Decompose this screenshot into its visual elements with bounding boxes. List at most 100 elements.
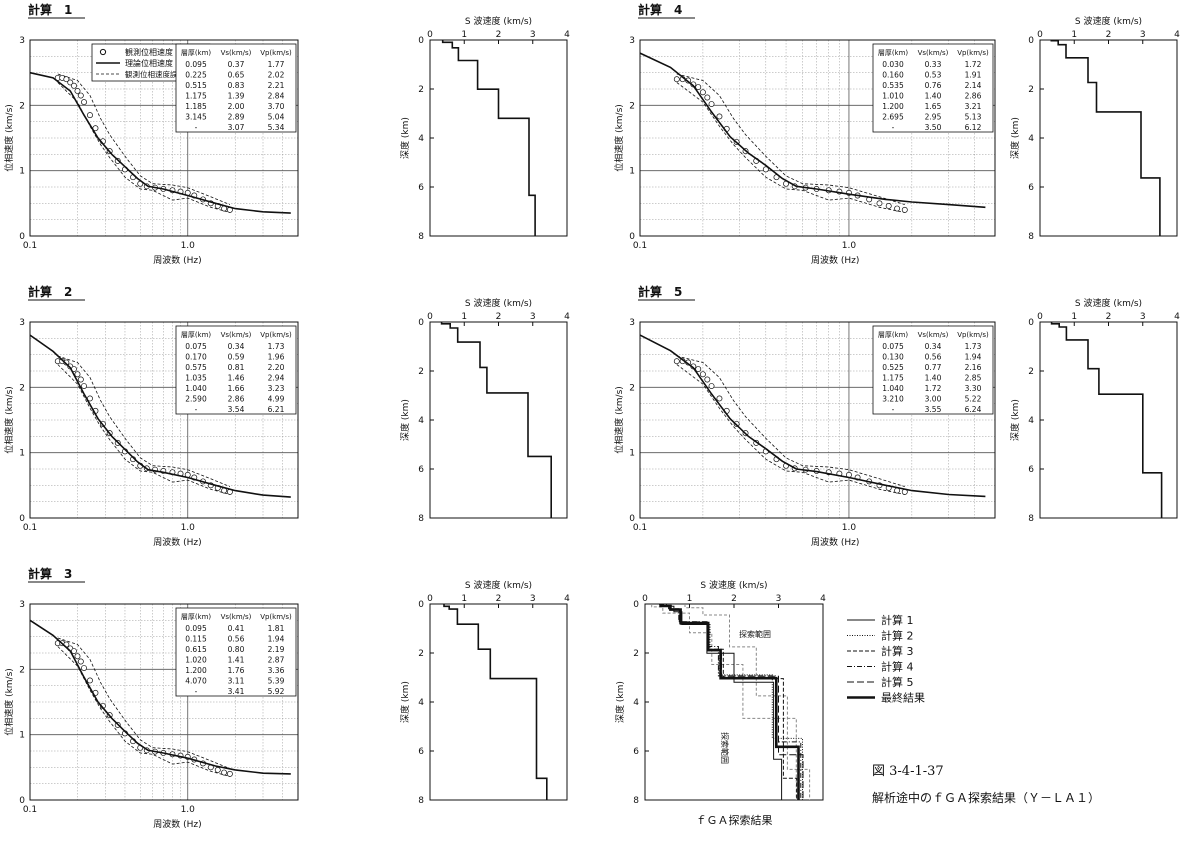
legend-observed-marker — [99, 48, 107, 56]
layer-table-box — [175, 43, 297, 133]
y-tick-label: 4 — [418, 698, 424, 708]
table-cell: 1.66 — [228, 384, 245, 393]
observed-point — [67, 79, 74, 86]
x-axis-label: 周波数 (Hz) — [153, 254, 201, 266]
y-tick-label: 6 — [1028, 465, 1034, 475]
table-cell: 0.83 — [228, 81, 245, 90]
table-header-cell: 層厚(km) — [181, 49, 212, 57]
table-cell: 0.56 — [925, 353, 942, 362]
y-tick-label: 2 — [629, 101, 635, 111]
plot-frame — [639, 321, 996, 519]
observed-point — [901, 206, 908, 213]
x-tick-label: 3 — [1140, 30, 1146, 40]
y-axis-label: 深度 (km) — [399, 399, 411, 441]
y-tick-label: 3 — [19, 318, 25, 328]
table-cell: 3.70 — [268, 102, 285, 111]
legend-label: 計算 1 — [881, 613, 914, 627]
vs-profile-chart-4: 0 1 2 3 4 0 2 4 6 8 S 波速度 (km/s) 深度 (km) — [1009, 15, 1180, 242]
table-cell: 1.94 — [268, 635, 285, 644]
table-cell: 3.00 — [925, 395, 942, 404]
table-cell: 3.210 — [882, 395, 904, 404]
table-cell: 0.34 — [925, 342, 942, 351]
table-cell: 2.695 — [882, 113, 904, 122]
y-tick-label: 3 — [629, 318, 635, 328]
table-cell: 2.87 — [268, 656, 285, 665]
table-cell: 1.200 — [185, 666, 207, 675]
x-tick-label: 3 — [530, 594, 536, 604]
legend-label: 計算 4 — [881, 660, 914, 674]
table-cell: 0.81 — [228, 363, 245, 372]
x-tick-label: 2 — [731, 594, 737, 604]
observed-point — [673, 76, 680, 83]
table-cell: 0.525 — [882, 363, 904, 372]
table-header-cell: Vs(km/s) — [221, 331, 252, 339]
layer-table-box — [175, 607, 297, 697]
table-header-cell: Vp(km/s) — [260, 49, 292, 57]
x-tick-label: 1 — [461, 312, 467, 322]
y-tick-label: 2 — [418, 85, 424, 95]
observed-point — [704, 94, 711, 101]
error-lower-line — [676, 82, 905, 213]
observed-point — [77, 658, 84, 665]
layer-table-box — [872, 43, 994, 133]
y-tick-label: 1 — [19, 167, 25, 177]
x-axis-label: S 波速度 (km/s) — [465, 579, 532, 591]
x-tick-label: 2 — [496, 30, 502, 40]
table-cell: 1.73 — [965, 342, 982, 351]
chart-title: 計算 2 — [28, 284, 72, 299]
table-cell: 2.00 — [228, 102, 245, 111]
table-cell: 1.185 — [185, 102, 207, 111]
observed-point — [716, 113, 723, 120]
layer-table-box — [175, 325, 297, 415]
error-lower-line — [676, 364, 905, 495]
y-axis-label: 位相速度 (km/s) — [3, 386, 15, 454]
layer-table: 層厚(km) Vs(km/s) Vp(km/s) 0.095 0.37 1.77 0.225… — [175, 43, 297, 133]
observed-point — [71, 82, 77, 89]
x-tick-label: 1.0 — [181, 241, 196, 251]
plot-frame — [639, 39, 996, 237]
table-cell: 0.65 — [228, 71, 245, 80]
y-tick-label: 0 — [418, 600, 424, 610]
table-cell: 3.55 — [925, 405, 942, 414]
search-range-line — [684, 604, 811, 800]
table-cell: 0.075 — [185, 342, 207, 351]
x-tick-label: 1 — [687, 594, 693, 604]
x-tick-label: 0 — [1037, 30, 1043, 40]
layer-table: 層厚(km) Vs(km/s) Vp(km/s) 0.030 0.33 1.72 0.160… — [872, 43, 994, 133]
table-header-cell: 層厚(km) — [181, 613, 212, 621]
y-tick-label: 4 — [633, 698, 639, 708]
y-tick-label: 6 — [1028, 183, 1034, 193]
y-tick-label: 6 — [418, 465, 424, 475]
y-tick-label: 8 — [1028, 514, 1034, 524]
table-cell: 2.85 — [965, 374, 982, 383]
x-axis-label: S 波速度 (km/s) — [700, 579, 767, 591]
y-tick-label: 8 — [418, 232, 424, 242]
profile-frame — [1039, 39, 1178, 237]
profile-frame — [429, 321, 568, 519]
table-cell: 3.145 — [185, 113, 207, 122]
table-cell: 3.54 — [228, 405, 245, 414]
table-header-cell: Vp(km/s) — [957, 49, 989, 57]
x-tick-label: 0.1 — [23, 241, 37, 251]
error-upper-line — [57, 355, 231, 487]
y-tick-label: 2 — [19, 101, 25, 111]
observed-point — [699, 371, 706, 378]
table-cell: 0.160 — [882, 71, 904, 80]
y-tick-label: 3 — [19, 600, 25, 610]
x-tick-label: 0 — [1037, 312, 1043, 322]
observed-point — [214, 766, 221, 773]
x-tick-label: 0 — [427, 312, 433, 322]
table-cell: 2.86 — [228, 395, 245, 404]
profile-frame — [1039, 321, 1178, 519]
observed-point — [87, 677, 93, 684]
observed-point — [71, 648, 77, 654]
y-tick-label: 2 — [19, 665, 25, 675]
table-cell: 2.86 — [965, 92, 982, 101]
vs-profile-line — [443, 604, 548, 800]
vs-profile-chart-2: 0 1 2 3 4 0 2 4 6 8 S 波速度 (km/s) 深度 (km) — [399, 297, 570, 524]
table-cell: 0.33 — [925, 60, 942, 69]
table-cell: 4.99 — [268, 395, 285, 404]
dispersion-chart-4: 計算 4 0 1 2 3 0.1 1.0 周波数 (Hz) 位相速度 (km/s) 層厚(km) V… — [613, 2, 996, 266]
